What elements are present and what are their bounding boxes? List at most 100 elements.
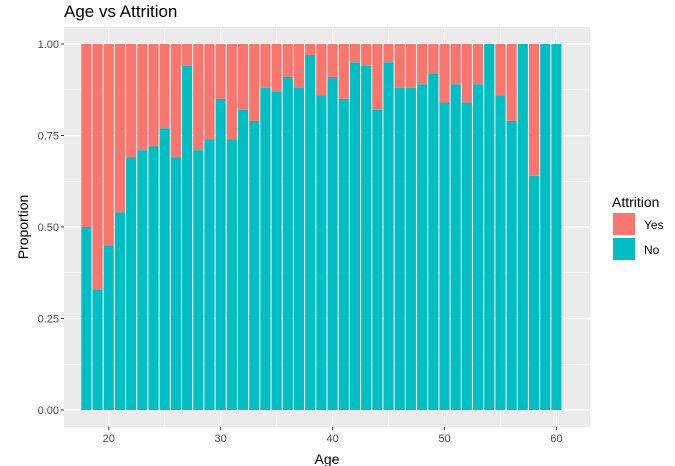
x-axis: 20 30 40 50 60 xyxy=(103,427,563,445)
legend-key-yes xyxy=(613,213,635,235)
bar-no-age-39 xyxy=(316,95,327,411)
x-tick-label: 60 xyxy=(550,433,562,445)
legend-label-no: No xyxy=(644,243,660,257)
bar-no-age-51 xyxy=(450,84,461,410)
bar-yes-age-42 xyxy=(349,44,361,63)
y-axis: 0.00 0.25 0.50 0.75 1.00 xyxy=(38,39,64,417)
bar-no-age-27 xyxy=(182,65,193,411)
y-tick-label: 1.00 xyxy=(38,39,59,51)
bar-yes-age-38 xyxy=(305,44,316,55)
bar-yes-age-36 xyxy=(282,44,293,77)
bar-no-age-56 xyxy=(506,120,517,411)
bar-no-age-24 xyxy=(148,146,159,411)
bar-yes-age-40 xyxy=(327,44,338,77)
bar-yes-age-32 xyxy=(238,44,249,110)
bar-yes-age-46 xyxy=(394,44,405,88)
bar-no-age-34 xyxy=(260,87,271,411)
bar-yes-age-27 xyxy=(182,44,193,66)
bar-no-age-58 xyxy=(529,175,540,410)
x-axis-title: Age xyxy=(315,451,340,466)
x-tick-label: 40 xyxy=(326,433,338,445)
bar-no-age-30 xyxy=(215,98,226,411)
bar-yes-age-51 xyxy=(450,44,461,85)
bar-no-age-49 xyxy=(428,73,439,410)
bar-no-age-20 xyxy=(103,245,114,410)
bar-no-age-31 xyxy=(226,139,237,410)
bar-no-age-33 xyxy=(249,120,260,411)
bar-no-age-47 xyxy=(405,87,416,411)
bar-yes-age-33 xyxy=(249,44,260,121)
bar-no-age-44 xyxy=(372,109,383,410)
legend-key-no xyxy=(613,238,635,260)
bar-no-age-22 xyxy=(126,157,137,410)
legend: Attrition Yes No xyxy=(612,194,664,260)
bar-no-age-43 xyxy=(361,65,372,411)
bar-no-age-25 xyxy=(159,128,170,410)
bar-yes-age-49 xyxy=(428,44,439,74)
bar-yes-age-29 xyxy=(204,44,215,140)
bar-yes-age-45 xyxy=(383,44,394,63)
y-tick-label: 0.50 xyxy=(38,222,59,234)
bar-no-age-52 xyxy=(461,102,472,410)
x-tick-label: 30 xyxy=(215,433,227,445)
bar-yes-age-24 xyxy=(148,44,159,147)
bar-no-age-26 xyxy=(170,157,181,410)
bar-no-age-46 xyxy=(394,87,405,411)
y-tick-label: 0.00 xyxy=(38,405,59,417)
bar-yes-age-18 xyxy=(81,44,92,227)
bar-no-age-29 xyxy=(204,139,215,410)
x-tick-label: 20 xyxy=(103,433,115,445)
bar-yes-age-23 xyxy=(137,44,148,151)
chart-title: Age vs Attrition xyxy=(64,2,177,21)
bar-no-age-35 xyxy=(271,91,282,410)
bar-yes-age-25 xyxy=(159,44,170,129)
bar-yes-age-52 xyxy=(461,44,472,103)
bar-yes-age-22 xyxy=(126,44,137,158)
bar-yes-age-20 xyxy=(103,44,114,246)
bar-no-age-37 xyxy=(293,87,305,411)
bar-no-age-53 xyxy=(473,84,484,410)
bar-yes-age-21 xyxy=(114,44,125,213)
bar-no-age-54 xyxy=(484,44,495,410)
bar-no-age-45 xyxy=(383,62,394,411)
bar-no-age-55 xyxy=(495,95,506,411)
y-tick-label: 0.25 xyxy=(38,314,59,326)
bar-no-age-23 xyxy=(137,150,148,410)
bar-no-age-21 xyxy=(114,212,125,410)
bar-no-age-19 xyxy=(92,289,103,410)
bar-yes-age-28 xyxy=(193,44,204,151)
bar-yes-age-26 xyxy=(170,44,181,158)
bar-no-age-32 xyxy=(238,109,249,410)
bar-yes-age-19 xyxy=(92,44,103,290)
bar-yes-age-55 xyxy=(495,44,506,96)
x-tick-label: 50 xyxy=(438,433,450,445)
bar-no-age-57 xyxy=(517,44,528,410)
bar-yes-age-34 xyxy=(260,44,271,88)
bar-yes-age-50 xyxy=(439,44,450,103)
bar-no-age-59 xyxy=(540,44,551,410)
bar-no-age-60 xyxy=(551,44,562,410)
bar-yes-age-48 xyxy=(417,44,428,85)
bar-yes-age-47 xyxy=(405,44,416,88)
bar-no-age-40 xyxy=(327,76,338,410)
bar-no-age-42 xyxy=(349,62,361,411)
legend-title: Attrition xyxy=(612,194,659,210)
bar-no-age-41 xyxy=(338,98,349,411)
y-tick-label: 0.75 xyxy=(38,131,59,143)
bars xyxy=(81,44,562,411)
bar-yes-age-37 xyxy=(293,44,305,88)
bar-yes-age-35 xyxy=(271,44,282,92)
bar-no-age-38 xyxy=(305,54,316,410)
bar-yes-age-53 xyxy=(473,44,484,85)
bar-no-age-28 xyxy=(193,150,204,410)
y-axis-title: Proportion xyxy=(15,195,31,260)
bar-no-age-36 xyxy=(282,76,293,410)
bar-no-age-48 xyxy=(417,84,428,410)
bar-yes-age-58 xyxy=(529,44,540,176)
bar-yes-age-43 xyxy=(361,44,372,66)
bar-no-age-50 xyxy=(439,102,450,410)
bar-yes-age-56 xyxy=(506,44,517,121)
bar-yes-age-39 xyxy=(316,44,327,96)
bar-yes-age-44 xyxy=(372,44,383,110)
